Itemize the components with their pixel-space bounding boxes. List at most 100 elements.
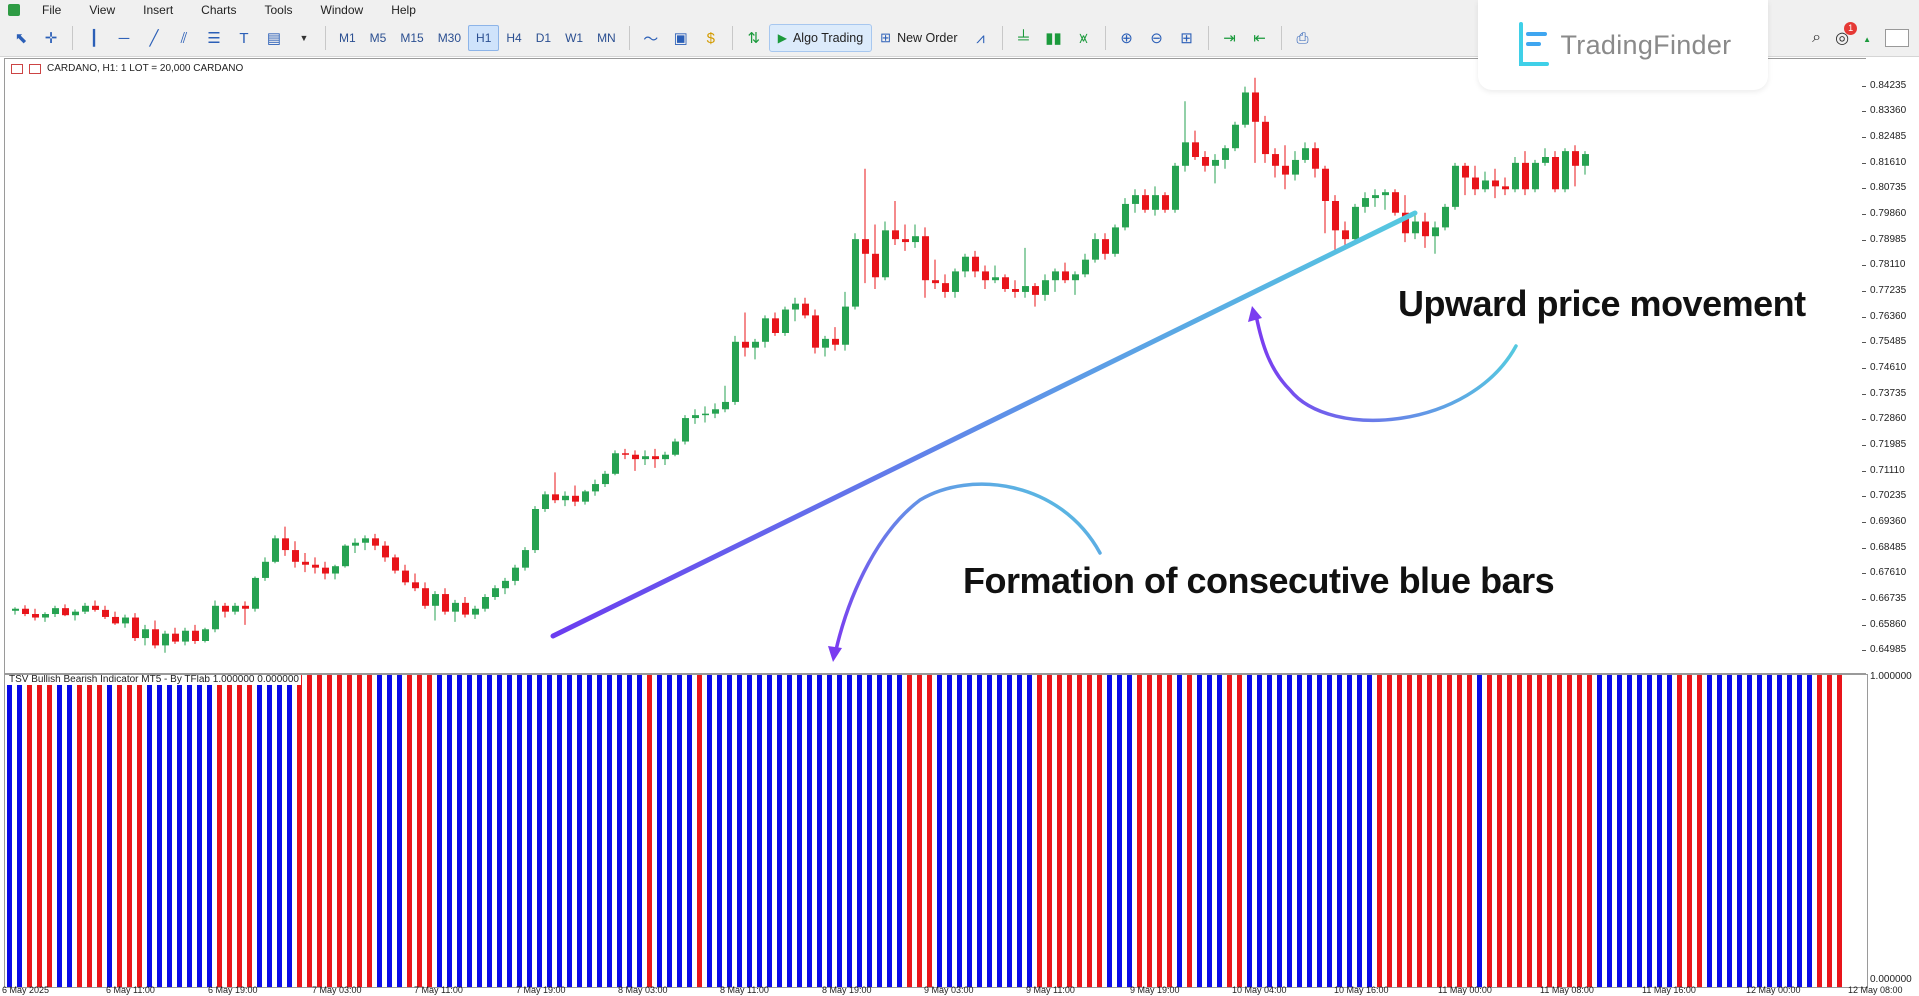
bullish-bar	[387, 675, 392, 987]
text-tool-icon[interactable]: T	[239, 29, 249, 47]
menu-tools[interactable]: Tools	[264, 3, 293, 17]
crosshair-icon[interactable]: ✛	[44, 30, 58, 47]
new-order-button[interactable]: ⊞ New Order	[872, 25, 965, 51]
cursor-icon[interactable]: ⬉	[14, 30, 28, 47]
candle-body	[202, 629, 209, 641]
channel-icon[interactable]: ⫽	[180, 29, 188, 47]
time-tick-label: 9 May 03:00	[924, 986, 974, 995]
bullish-bar	[1127, 675, 1132, 987]
bearish-bar	[1587, 675, 1592, 987]
fibonacci-icon[interactable]: ☰	[207, 30, 221, 47]
signals-icon[interactable]: ⩘	[976, 29, 985, 47]
line-chart-icon[interactable]: ⩙	[1079, 29, 1088, 47]
bearish-candle	[982, 265, 989, 289]
tile-windows-icon[interactable]: ⊞	[1180, 30, 1193, 47]
candle-body	[182, 630, 189, 642]
bullish-bar	[1637, 675, 1642, 987]
bullish-candle	[1112, 224, 1119, 257]
bearish-bar	[907, 675, 912, 987]
bullish-candle	[562, 491, 569, 507]
window-layout-button[interactable]	[1885, 29, 1909, 47]
main-chart[interactable]: CARDANO, H1: 1 LOT = 20,000 CARDANO	[4, 58, 1868, 674]
bearish-bar	[1237, 675, 1242, 987]
bearish-candle	[1142, 189, 1149, 213]
bullish-bar	[1207, 675, 1212, 987]
dollar-icon[interactable]: $	[706, 29, 715, 47]
bullish-bar	[477, 675, 482, 987]
bullish-candle	[592, 479, 599, 496]
timeframe-h1[interactable]: H1	[468, 25, 500, 51]
timeframe-h4[interactable]: H4	[506, 31, 522, 45]
algo-trading-button[interactable]: ▶ Algo Trading	[768, 24, 873, 52]
price-tick-label: 0.80735	[1862, 182, 1919, 194]
bearish-candle	[1462, 162, 1469, 196]
bullish-candle	[202, 627, 209, 643]
search-icon[interactable]: ⌕	[1812, 29, 1822, 46]
menu-file[interactable]: File	[42, 3, 62, 17]
candle-body	[542, 494, 549, 509]
candle-body	[1262, 121, 1269, 155]
menu-view[interactable]: View	[89, 3, 116, 17]
bullish-bar	[707, 675, 712, 987]
bullish-candle	[1212, 154, 1219, 184]
bearish-candle	[622, 448, 629, 460]
bearish-bar	[1837, 675, 1842, 987]
candle-body	[492, 588, 499, 597]
trendline-icon[interactable]: ╱	[149, 30, 159, 47]
timeframe-m15[interactable]: M15	[400, 31, 424, 45]
candle-body	[1542, 157, 1549, 163]
price-axis[interactable]: 0.84235 0.83360 0.82485 0.81610 0.80735 0.798…	[1862, 58, 1919, 674]
candle-body	[1042, 280, 1049, 295]
bullish-bar	[997, 675, 1002, 987]
timeframe-m30[interactable]: M30	[437, 31, 462, 45]
timeframe-m1[interactable]: M1	[339, 31, 356, 45]
bearish-bar	[1817, 675, 1822, 987]
chart-shift-icon[interactable]: ⇤	[1253, 30, 1266, 47]
menu-window[interactable]: Window	[320, 3, 364, 17]
bar-chart-icon[interactable]: ╧	[1018, 29, 1029, 47]
menu-charts[interactable]: Charts	[201, 3, 237, 17]
indicators-icon[interactable]: 〜	[643, 30, 659, 48]
chevron-down-icon[interactable]: ▼	[299, 33, 309, 43]
timeframe-d1[interactable]: D1	[535, 31, 552, 45]
timeframe-m5[interactable]: M5	[369, 31, 387, 45]
candle-body	[272, 538, 279, 562]
timeframe-mn[interactable]: MN	[597, 31, 616, 45]
bullish-candle	[852, 233, 859, 310]
one-click-trading-icon[interactable]: ⇅	[747, 30, 761, 47]
bullish-bar	[1777, 675, 1782, 987]
bearish-bar	[1497, 675, 1502, 987]
shapes-icon[interactable]: ▤	[266, 30, 282, 47]
horizontal-line-icon[interactable]: ─	[118, 29, 130, 47]
menu-insert[interactable]: Insert	[143, 3, 174, 17]
candle-body	[962, 256, 969, 272]
bullish-bar	[607, 675, 612, 987]
candle-body	[1142, 195, 1149, 210]
menu-help[interactable]: Help	[391, 3, 416, 17]
candle-body	[1112, 227, 1119, 254]
screenshot-icon[interactable]: ⎙	[1296, 29, 1309, 47]
bullish-candle	[52, 605, 59, 617]
timeframe-w1[interactable]: W1	[565, 31, 584, 45]
bullish-bar	[1477, 675, 1482, 987]
level-icon[interactable]: ▲	[1863, 35, 1871, 44]
bullish-candle	[722, 385, 729, 413]
candlestick-icon[interactable]: ▮▮	[1045, 30, 1062, 47]
indicator-window[interactable]: TSV Bullish Bearish Indicator MT5 - By T…	[4, 674, 1868, 988]
candle-body	[1432, 227, 1439, 237]
bullish-candle	[602, 470, 609, 487]
time-tick-label: 6 May 19:00	[208, 986, 258, 995]
candle-body	[232, 605, 239, 612]
notifications-icon[interactable]: ◎ 1	[1835, 22, 1858, 48]
zoom-out-icon[interactable]: ⊖	[1150, 30, 1163, 47]
bullish-candle	[582, 489, 589, 505]
bullish-bar	[437, 675, 442, 987]
vertical-line-icon[interactable]: ┃	[89, 30, 99, 47]
autoscroll-icon[interactable]: ⇥	[1223, 30, 1236, 47]
templates-icon[interactable]: ▣	[673, 30, 688, 47]
bullish-candle	[352, 538, 359, 553]
bearish-bar	[1157, 675, 1162, 987]
price-tick-label: 0.82485	[1862, 131, 1919, 143]
candle-body	[1082, 259, 1089, 275]
zoom-in-icon[interactable]: ⊕	[1120, 30, 1133, 47]
